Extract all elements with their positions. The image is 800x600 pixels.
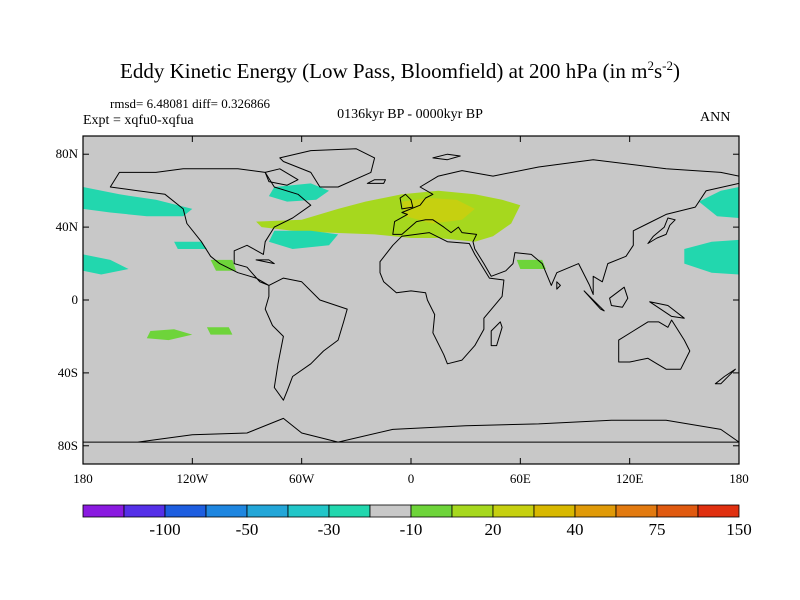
coastline-sri-lanka: [556, 281, 561, 290]
y-tick-label: 0: [71, 292, 79, 307]
y-tick-label: 80S: [57, 437, 78, 453]
coastline-antarctica: [83, 417, 739, 443]
coastline-sumatra: [583, 290, 605, 312]
region-nw-pacific-negative: [698, 187, 739, 218]
period-label: 0136kyr BP - 0000kyr BP: [337, 107, 483, 122]
y-tick-label: 40S: [57, 364, 78, 380]
coastline-new-guinea: [649, 301, 685, 319]
coastline-greenland: [279, 148, 376, 188]
colorbar-swatch-5: [287, 504, 330, 518]
colorbar-swatch-12: [574, 504, 617, 518]
colorbar-swatch-1: [123, 504, 166, 518]
axis-ticks: [82, 136, 740, 464]
colorbar-label: 75: [648, 520, 666, 539]
y-tick-label: 80N: [55, 146, 78, 162]
colorbar-swatch-8: [410, 504, 453, 518]
region-pacific-nw-negative: [83, 187, 193, 217]
coastline-north-america: [109, 168, 312, 286]
chart-title: Eddy Kinetic Energy (Low Pass, Bloomfiel…: [120, 58, 680, 83]
colorbar-label: -100: [149, 520, 181, 539]
colorbar-swatch-13: [615, 504, 658, 518]
colorbar-label: -30: [317, 520, 341, 539]
coastline-japan: [647, 217, 676, 244]
coastline-great-britain: [399, 193, 414, 210]
coastline-africa: [379, 232, 505, 365]
colorbar-swatch-2: [164, 504, 207, 518]
coastline-new-zealand: [714, 368, 736, 385]
region-atlantic-subtropical-negative: [268, 230, 339, 249]
region-labrador-negative: [268, 183, 329, 202]
map-background: [83, 136, 739, 464]
coastline-eurasia: [392, 159, 739, 295]
colorbar-label: -50: [235, 520, 259, 539]
region-w-pacific-negative: [684, 239, 739, 275]
coastline-south-america: [264, 277, 348, 401]
colorbar-swatch-15: [697, 504, 740, 518]
colorbar-swatch-4: [246, 504, 289, 518]
colorbar: [82, 504, 740, 518]
x-tick-label: 120E: [615, 471, 644, 486]
colorbar-swatch-0: [82, 504, 125, 518]
colorbar-swatch-14: [656, 504, 699, 518]
colorbar-label: 20: [484, 520, 502, 539]
colorbar-swatch-11: [533, 504, 576, 518]
coastline-baffin-island: [264, 168, 299, 186]
coastline-madagascar: [490, 321, 503, 347]
y-tick-label: 40N: [55, 219, 78, 235]
x-tick-label: 0: [407, 471, 415, 486]
colorbar-label: 40: [566, 520, 584, 539]
x-tick-label: 180: [73, 471, 93, 486]
region-s-pacific-small-positive: [206, 327, 233, 335]
colorbar-swatch-10: [492, 504, 535, 518]
stats-text: rmsd= 6.48081 diff= 0.326866: [110, 96, 270, 111]
region-middle-east-positive: [516, 259, 546, 269]
region-ne-pacific-small-negative: [174, 241, 207, 249]
coastline-borneo: [609, 286, 629, 308]
season-label: ANN: [700, 110, 731, 125]
region-e-pacific-negative: [83, 254, 129, 275]
coastline-iceland: [366, 179, 386, 184]
x-tick-label: 120W: [176, 471, 209, 486]
x-tick-label: 60E: [509, 471, 531, 486]
colorbar-swatch-6: [328, 504, 371, 518]
coastline-australia: [618, 319, 691, 370]
region-se-pacific-positive: [146, 329, 193, 341]
x-tick-label: 180: [729, 471, 749, 486]
colorbar-label: 150: [726, 520, 752, 539]
x-tick-label: 60W: [289, 471, 315, 486]
coastline-cuba: [255, 259, 275, 265]
colorbar-swatch-3: [205, 504, 248, 518]
colorbar-label: -10: [399, 520, 423, 539]
coastline-svalbard: [432, 153, 461, 161]
experiment-label: Expt = xqfu0-xqfua: [83, 113, 194, 128]
coastlines: [83, 148, 739, 443]
anomaly-regions: [83, 183, 739, 341]
colorbar-swatch-9: [451, 504, 494, 518]
colorbar-swatch-7: [369, 504, 412, 518]
